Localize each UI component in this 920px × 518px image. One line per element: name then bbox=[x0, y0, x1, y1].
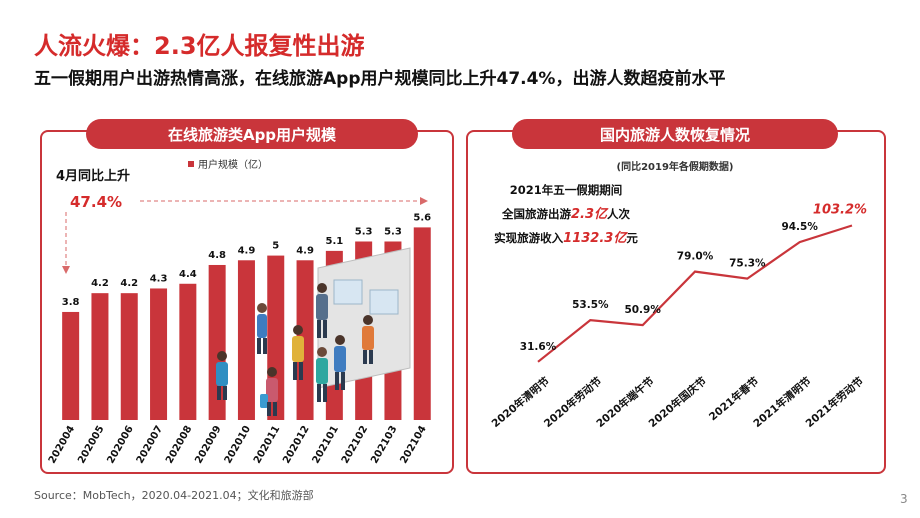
bar-value-label: 5.1 bbox=[325, 236, 343, 247]
bar bbox=[237, 260, 255, 420]
line-value-labels: 31.6% 53.5% 50.9% 79.0% 75.3% 94.5% 103.2% bbox=[520, 203, 867, 353]
page-subtitle: 五一假期用户出游热情高涨，在线旅游App用户规模同比上升47.4%，出游人数超疫… bbox=[34, 69, 726, 89]
bar-value-label: 4.2 bbox=[91, 278, 109, 289]
line-value-label: 103.2% bbox=[813, 203, 867, 218]
bar bbox=[413, 227, 431, 420]
bar bbox=[120, 293, 138, 420]
line-series bbox=[537, 224, 853, 363]
x-tick-label: 2021年春节 bbox=[706, 374, 761, 423]
annotation-arrowhead-h bbox=[420, 197, 428, 205]
bar-value-label: 4.9 bbox=[238, 245, 256, 256]
bar bbox=[150, 288, 168, 420]
legend-swatch bbox=[188, 161, 194, 167]
x-tick-label: 2021年劳动节 bbox=[803, 374, 866, 430]
travelers-illustration bbox=[216, 247, 411, 416]
annotation-value: 47.4% bbox=[70, 193, 122, 211]
line-value-label: 94.5% bbox=[781, 221, 818, 233]
source-note: Source：MobTech，2020.04-2021.04；文化和旅游部 bbox=[34, 489, 314, 502]
bar-value-label: 4.9 bbox=[296, 245, 314, 256]
line-value-label: 50.9% bbox=[624, 304, 661, 316]
bar-value-label: 4.3 bbox=[150, 273, 168, 284]
bar-value-label: 5.3 bbox=[384, 226, 402, 237]
bar-labels: 3.8 4.2 4.2 4.3 4.4 4.8 4.9 5 4.9 5.1 5.3 5.3 5.6 bbox=[62, 212, 431, 308]
annotation-label: 4月同比上升 bbox=[56, 168, 130, 184]
bar-value-label: 5.3 bbox=[355, 226, 373, 237]
line-chart-note: (同比2019年各假期数据) bbox=[617, 160, 734, 173]
bar bbox=[62, 311, 80, 420]
bar-value-label: 3.8 bbox=[62, 297, 80, 308]
bar bbox=[91, 293, 109, 420]
right-panel-header: 国内旅游人数恢复情况 bbox=[512, 119, 838, 149]
callout-line-2: 全国旅游出游2.3亿人次 bbox=[501, 206, 631, 222]
bar-value-label: 4.2 bbox=[120, 278, 138, 289]
line-value-label: 75.3% bbox=[729, 258, 766, 270]
x-tick-labels: 2020年清明节2020年劳动节2020年端午节2020年国庆节2021年春节2… bbox=[489, 374, 866, 430]
line-value-label: 31.6% bbox=[520, 341, 557, 353]
bar-value-label: 4.8 bbox=[208, 250, 226, 261]
bar bbox=[179, 283, 197, 420]
callout-line-1: 2021年五一假期期间 bbox=[510, 183, 623, 197]
line-value-label: 79.0% bbox=[677, 251, 714, 263]
line-value-label: 53.5% bbox=[572, 299, 609, 311]
x-tick-label: 2020年国庆节 bbox=[646, 374, 709, 430]
annotation-arrowhead-v bbox=[62, 266, 70, 274]
right-panel bbox=[466, 130, 886, 474]
bar bbox=[296, 260, 314, 420]
bar-value-label: 5.6 bbox=[413, 212, 431, 223]
page-title: 人流火爆：2.3亿人报复性出游 bbox=[34, 32, 365, 60]
legend-label: 用户规模（亿） bbox=[198, 158, 268, 171]
bar-value-label: 4.4 bbox=[179, 269, 197, 280]
left-panel-header: 在线旅游类App用户规模 bbox=[86, 119, 418, 149]
callout-line-3: 实现旅游收入1132.3亿元 bbox=[494, 230, 638, 246]
bar-value-label: 5 bbox=[272, 241, 279, 252]
page-number: 3 bbox=[900, 492, 908, 506]
